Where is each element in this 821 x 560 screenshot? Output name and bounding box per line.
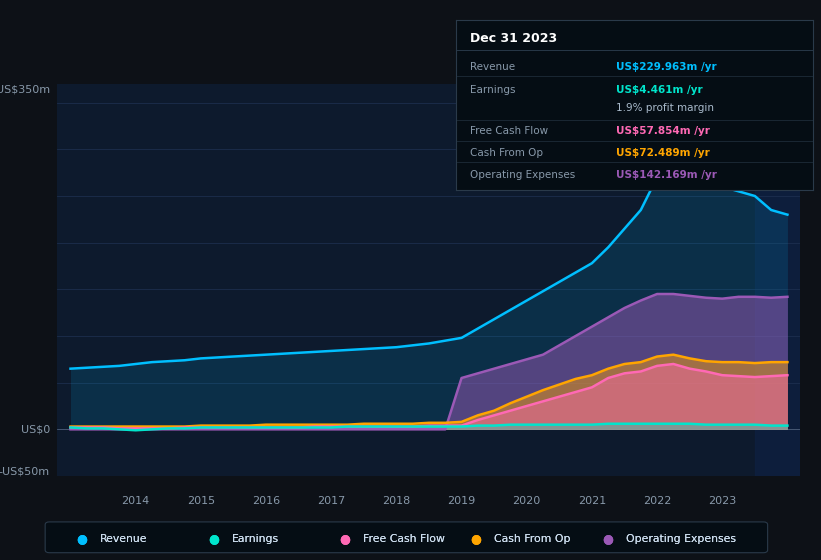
Text: Dec 31 2023: Dec 31 2023	[470, 31, 557, 45]
Text: US$142.169m /yr: US$142.169m /yr	[617, 170, 718, 180]
Text: Free Cash Flow: Free Cash Flow	[363, 534, 445, 544]
Text: US$0: US$0	[21, 424, 50, 435]
Text: Revenue: Revenue	[470, 62, 515, 72]
Text: Operating Expenses: Operating Expenses	[470, 170, 576, 180]
Text: -US$50m: -US$50m	[0, 466, 50, 476]
Text: Earnings: Earnings	[232, 534, 278, 544]
Text: 2021: 2021	[578, 496, 606, 506]
Text: US$350m: US$350m	[0, 84, 50, 94]
Text: 2017: 2017	[317, 496, 346, 506]
Text: US$229.963m /yr: US$229.963m /yr	[617, 62, 717, 72]
Text: 2019: 2019	[447, 496, 475, 506]
Text: Free Cash Flow: Free Cash Flow	[470, 125, 548, 136]
Text: ●: ●	[602, 532, 613, 545]
Text: ●: ●	[602, 532, 613, 545]
Text: 1.9% profit margin: 1.9% profit margin	[617, 104, 714, 114]
Bar	[754, 84, 807, 476]
Text: ●: ●	[208, 532, 219, 545]
Text: US$4.461m /yr: US$4.461m /yr	[617, 85, 703, 95]
Text: US$57.854m /yr: US$57.854m /yr	[617, 125, 710, 136]
Text: Operating Expenses: Operating Expenses	[626, 534, 736, 544]
Text: Operating Expenses: Operating Expenses	[626, 534, 736, 544]
Text: US$72.489m /yr: US$72.489m /yr	[617, 148, 710, 158]
Text: ●: ●	[470, 532, 482, 545]
Text: Earnings: Earnings	[470, 85, 516, 95]
Text: Revenue: Revenue	[100, 534, 148, 544]
Text: 2015: 2015	[187, 496, 215, 506]
Text: Revenue: Revenue	[100, 534, 148, 544]
Text: ●: ●	[76, 532, 88, 545]
Text: ●: ●	[208, 532, 219, 545]
Text: Cash From Op: Cash From Op	[494, 534, 571, 544]
Text: ●: ●	[470, 532, 482, 545]
Text: 2016: 2016	[252, 496, 280, 506]
Text: 2022: 2022	[643, 496, 672, 506]
Text: 2018: 2018	[383, 496, 410, 506]
Text: ●: ●	[339, 532, 351, 545]
Text: 2023: 2023	[709, 496, 736, 506]
Text: 2014: 2014	[122, 496, 149, 506]
Text: 2020: 2020	[512, 496, 541, 506]
Text: Earnings: Earnings	[232, 534, 278, 544]
Text: Free Cash Flow: Free Cash Flow	[363, 534, 445, 544]
Text: Cash From Op: Cash From Op	[494, 534, 571, 544]
Text: Cash From Op: Cash From Op	[470, 148, 543, 158]
Text: ●: ●	[339, 532, 351, 545]
Text: ●: ●	[76, 532, 88, 545]
